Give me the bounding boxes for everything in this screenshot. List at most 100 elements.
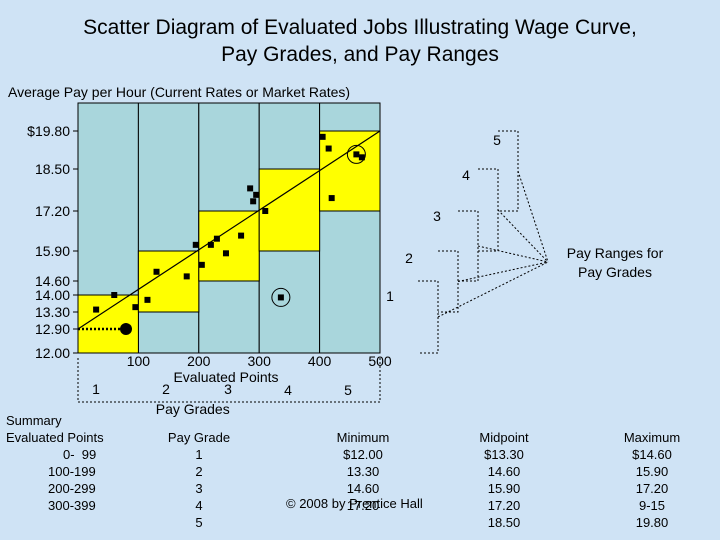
x-axis-title: Evaluated Points [173,369,278,385]
range-bracket-2 [438,250,459,313]
range-side-label-5: 5 [493,132,501,148]
summary-col2-cell: 5 [195,515,203,530]
circled-point-ring [271,287,291,307]
summary-col4-cell: 14.60 [487,464,521,479]
annotation-connector-4 [497,209,549,263]
grade-label-5: 5 [344,382,352,398]
summary-col3-cell: 17.20 [346,498,380,513]
y-tick-label: 15.90 [35,243,70,259]
range-bracket-4 [478,168,499,252]
y-tick-label: $19.80 [27,123,70,139]
grade-column-2 [137,102,200,354]
range-side-label-4: 4 [462,167,470,183]
pay-grades-label: Pay Grades [156,401,230,417]
scatter-point [213,235,220,242]
range-side-label-1: 1 [386,288,394,304]
grade-label-1: 1 [92,381,100,397]
range-bracket-helper-5 [380,131,498,211]
circled-point-ring [346,144,366,164]
scatter-point [262,208,269,214]
summary-col2-cell: 2 [195,464,203,479]
scatter-point [207,241,214,248]
summary-col1-cell: 300-399 [48,498,96,513]
summary-col-points: Summary Evaluated Points 0- 99 100-199 2… [6,412,104,514]
x-tick-label: 200 [187,353,211,369]
summary-col5-cell: 19.80 [635,515,669,530]
summary-col-grade: Pay Grade 1 2 3 4 5 [166,429,232,531]
range-side-label-3: 3 [433,208,441,224]
grade-bracket [77,358,381,403]
annotation-connector-2 [457,261,549,282]
summary-col2-cell: 4 [195,498,203,513]
summary-col4-cell: 17.20 [487,498,521,513]
pay-range-box-5 [319,130,381,212]
x-tick-label: 500 [368,353,392,369]
x-tick-label: 300 [248,353,272,369]
summary-col3-header: Minimum [336,430,390,445]
summary-col1-cell: 200-299 [48,481,96,496]
range-annotation-line: Pay Ranges for [567,245,664,261]
grade-label-4: 4 [284,382,292,398]
range-bracket-1 [418,280,439,354]
x-tick-label: 400 [308,353,332,369]
summary-heading: Summary [6,413,62,428]
summary-col4-header: Midpoint [479,430,529,445]
summary-col5-header: Maximum [623,430,681,445]
scatter-point [222,250,229,257]
annotation-connector-5 [517,170,549,263]
annotation-connector-3 [477,245,549,263]
summary-col3-cell: $12.00 [343,447,383,462]
summary-col4-cell: 18.50 [487,515,521,530]
summary-col2-cell: 1 [195,447,203,462]
scatter-point [328,195,335,202]
summary-col1-header: Evaluated Points [6,430,104,445]
range-bracket-3 [458,210,479,282]
y-tick-label: 17.20 [35,203,70,219]
wage-curve-line [77,130,381,330]
summary-col2-cell: 3 [195,481,203,496]
scatter-point [132,304,139,311]
pay-range-box-1 [77,294,139,354]
y-tick-label: 12.00 [35,345,70,361]
y-tick-label: 12.90 [35,321,70,337]
summary-col1-cell: 100-199 [48,464,96,479]
range-annotation-line: Pay Grades [578,264,652,280]
annotation-connector-1 [437,261,549,318]
scatter-point [183,273,190,280]
title-line-2: Pay Grades, and Pay Ranges [221,43,499,66]
summary-col-maximum: Maximum $14.60 15.90 17.20 9-15 19.80 [616,429,688,531]
summary-col3-cell: 14.60 [346,481,380,496]
y-axis-label: Average Pay per Hour (Current Rates or M… [8,84,351,100]
scatter-point [250,198,257,205]
circled-point [277,294,284,301]
summary-col-minimum: Minimum $12.00 13.30 14.60 17.20 [330,429,396,514]
summary-col2-header: Pay Grade [167,430,231,445]
summary-col4-cell: $13.30 [484,447,524,462]
pay-range-box-3 [198,210,260,282]
summary-col1-cell: 0- 99 [63,447,97,462]
copyright-notice: © 2008 by Prentice Hall [286,496,423,511]
summary-col3-cell: 13.30 [346,464,380,479]
y-tick-label: 14.60 [35,273,70,289]
pay-range-box-4 [258,168,321,252]
summary-col5-cell: 15.90 [635,464,669,479]
scatter-point [192,241,199,248]
y-tick-label: 14.00 [35,287,70,303]
range-side-label-2: 2 [405,250,413,266]
scatter-point [198,261,205,268]
y-tick-label: 18.50 [35,161,70,177]
scatter-point [111,292,118,298]
scatter-point [325,145,332,152]
scatter-point [319,133,326,140]
scatter-point [253,191,260,198]
chart-title: Scatter Diagram of Evaluated Jobs Illust… [0,14,720,68]
scatter-point [238,232,245,239]
reference-point [120,323,132,335]
grade-label-2: 2 [162,381,170,397]
scatter-point [247,185,254,192]
y-tick-label: 13.30 [35,304,70,320]
grade-label-3: 3 [224,381,232,397]
scatter-point [358,154,365,161]
summary-col5-cell: 17.20 [635,481,669,496]
summary-col-midpoint: Midpoint $13.30 14.60 15.90 17.20 18.50 [468,429,540,531]
